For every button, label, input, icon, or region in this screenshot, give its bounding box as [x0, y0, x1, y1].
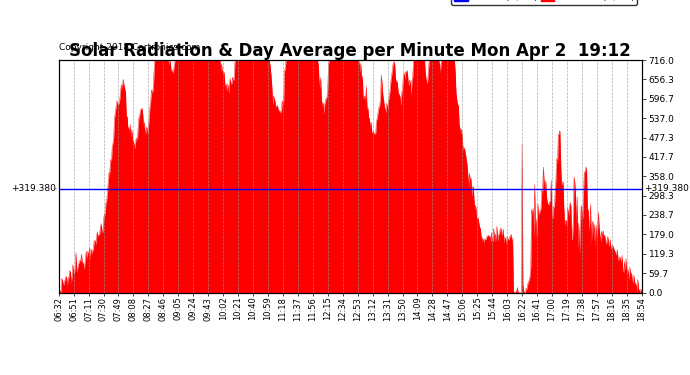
Text: Copyright 2018 Cartronics.com: Copyright 2018 Cartronics.com — [59, 43, 200, 52]
Legend: Median (w/m2), Radiation (w/m2): Median (w/m2), Radiation (w/m2) — [451, 0, 637, 4]
Text: +319.380: +319.380 — [11, 184, 56, 193]
Text: +319.380: +319.380 — [644, 184, 689, 193]
Title: Solar Radiation & Day Average per Minute Mon Apr 2  19:12: Solar Radiation & Day Average per Minute… — [69, 42, 631, 60]
